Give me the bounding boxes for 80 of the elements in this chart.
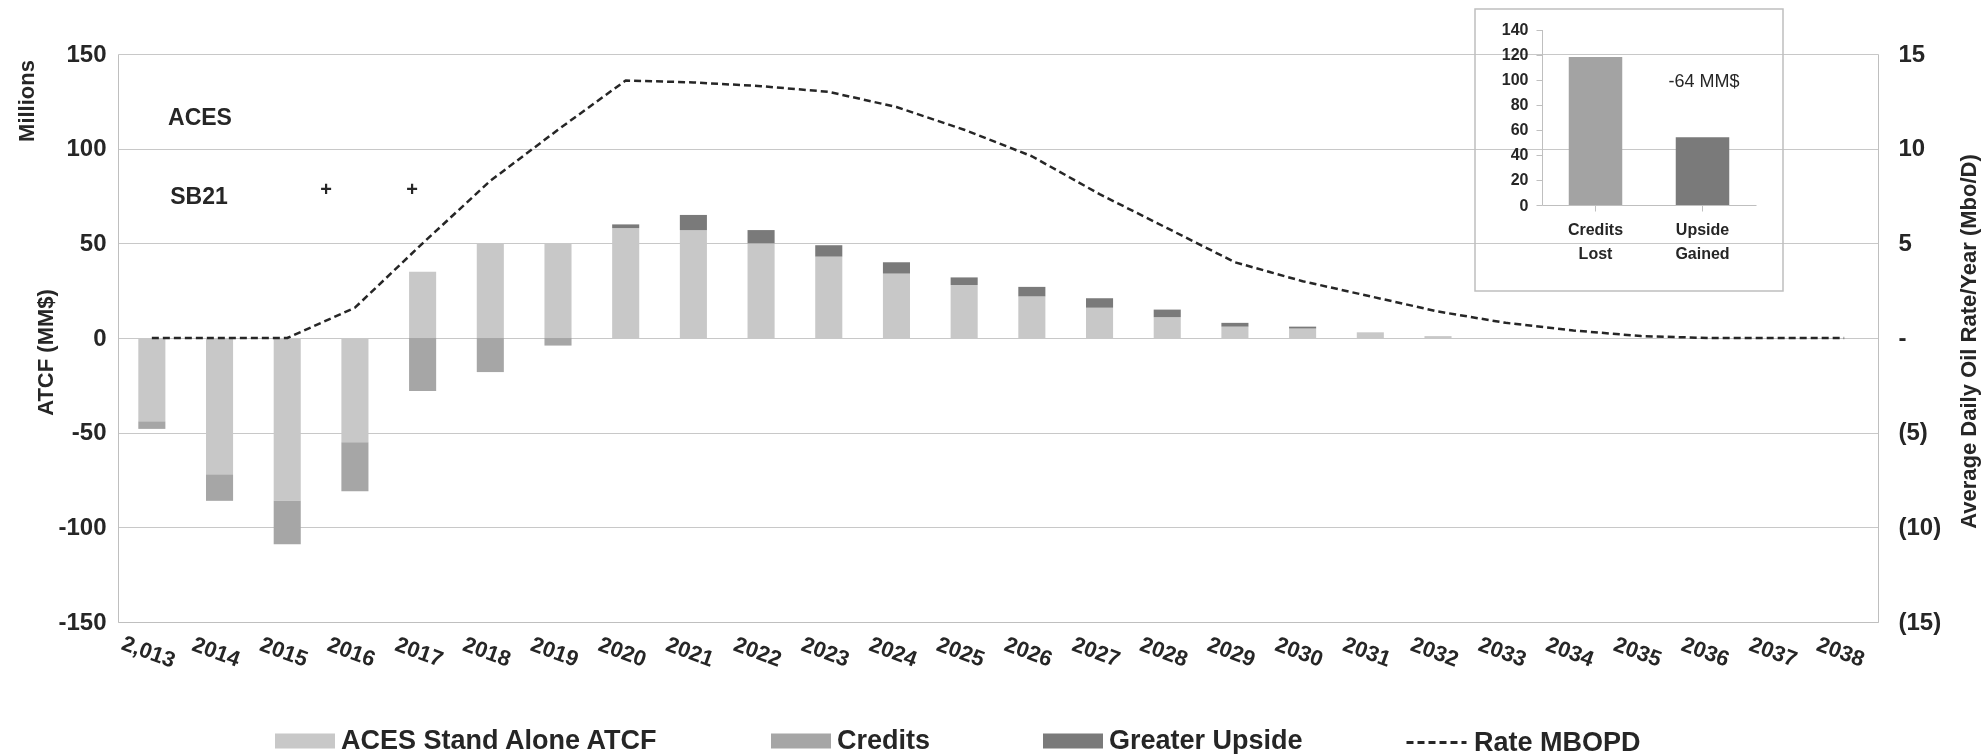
y2-tick-label: 10 [1898,134,1926,162]
bar [273,500,301,545]
y-tick-label: -50 [71,418,107,446]
x-tick-label: 2014 [189,631,245,672]
y2-tick-label: (5) [1898,418,1928,446]
bar [409,338,437,392]
x-tick-label: 2022 [730,631,786,672]
y-tick-label: 100 [1501,71,1529,89]
x-tick-label: 2023 [798,631,853,672]
x-tick-label: 2015 [256,631,312,672]
legend-label: Credits [837,725,931,754]
x-tick-label: 2037 [1745,631,1801,672]
y-tick-label: 0 [93,323,107,351]
annotation: SB21 [170,183,228,209]
x-tick-label: 2020 [595,631,650,672]
x-tick-label: 2029 [1204,631,1259,672]
annotation: -64 MM$ [1668,71,1740,91]
y-tick-label: 40 [1510,146,1529,164]
legend-label: Rate MBOPD [1474,726,1641,754]
x-tick-label: Credits Lost [1567,220,1624,262]
x-tick-label: 2031 [1339,631,1395,672]
x-tick-label: 2018 [459,631,515,672]
y-tick-label: 60 [1510,121,1529,139]
x-tick-label: 2024 [865,631,922,672]
bar [341,442,369,492]
y-tick-label: 50 [79,228,107,256]
y2-tick-label: - [1898,323,1907,351]
bar [612,224,640,229]
y-tick-label: -150 [58,607,107,635]
x-tick-label: 2021 [662,631,718,672]
bar [476,338,504,373]
x-tick-label: 2032 [1407,631,1463,672]
legend-label: ACES Stand Alone ATCF [341,725,657,754]
annotation: + [320,178,332,200]
x-tick-label: 2025 [933,631,989,672]
bar [882,262,910,274]
x-tick-label: 2034 [1542,631,1599,672]
y-tick-label: 0 [1519,196,1529,214]
y-tick-label: 20 [1510,171,1529,189]
y2-tick-label: 15 [1898,39,1926,67]
bar [206,474,234,501]
x-tick-label: 2038 [1813,631,1869,672]
bar [1018,286,1046,297]
x-tick-label: 2035 [1610,631,1666,672]
x-tick-label: 2036 [1678,631,1733,672]
y2-tick-label: (15) [1898,607,1942,635]
x-tick-label: 2026 [1001,631,1056,672]
x-tick-label: 2027 [1069,631,1124,672]
y2-axis-title: Average Daily Oil Rate/Year (Mbo/D) [1955,154,1981,529]
bar [544,338,572,346]
annotation: + [406,178,418,200]
x-tick-label: 2033 [1475,631,1530,672]
bar [747,230,775,244]
x-tick-label: 2019 [527,631,583,672]
y-tick-label: 80 [1510,96,1529,114]
y-tick-label: 150 [66,39,107,67]
bar [1086,298,1114,308]
y2-tick-label: 5 [1898,228,1912,256]
bar [409,271,437,338]
bar [950,277,978,285]
x-tick-label: 2028 [1136,631,1192,672]
x-tick-label: 2030 [1272,631,1327,672]
x-tick-label: 2016 [324,631,379,672]
bar [1153,309,1181,318]
y-tick-label: 140 [1501,21,1529,38]
y-tick-label: 100 [66,134,107,162]
y-tick-label: 120 [1501,46,1529,64]
text: Millions [14,60,39,142]
x-tick-label: 2,013 [118,630,179,673]
bar [815,245,843,257]
bar [1221,322,1249,327]
bar [138,421,166,429]
y-axis-title: ATCF (MM$) [32,289,58,416]
y-tick-label: -100 [58,512,107,540]
y2-tick-label: (10) [1898,512,1942,540]
bar [679,214,707,231]
legend-label: Greater Upside [1109,725,1303,754]
x-tick-label: 2017 [392,631,447,672]
annotation: ACES [168,104,232,130]
x-tick-label: Upside Gained [1675,220,1730,262]
